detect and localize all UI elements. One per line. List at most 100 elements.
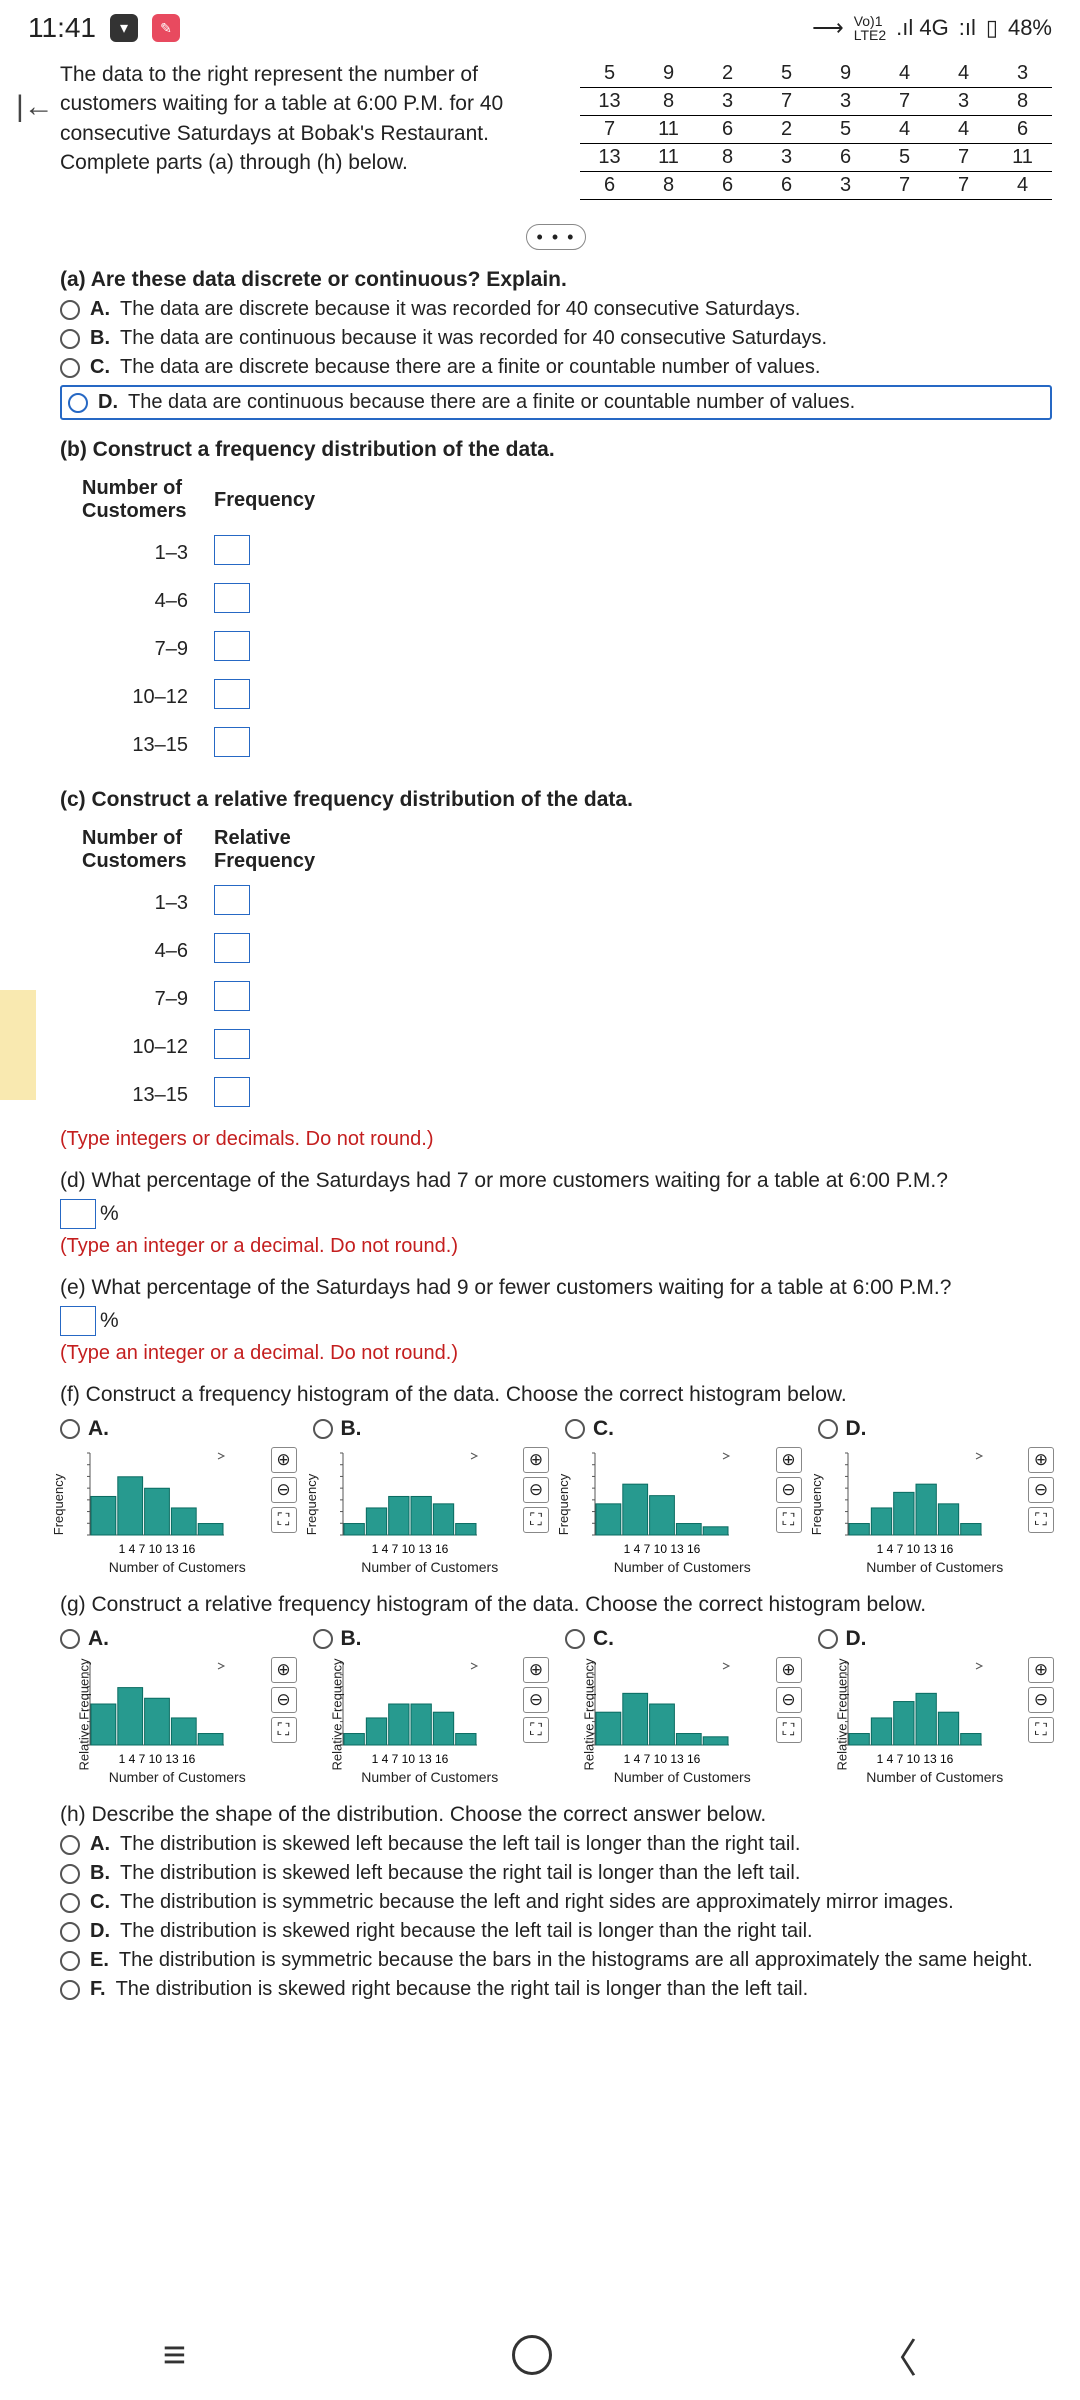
chart-option-A[interactable]: A.Frequency1 4 7 10 13 16Number of Custo… bbox=[60, 1417, 295, 1575]
app-icon-1: ▾ bbox=[110, 14, 138, 42]
zoom-in-icon[interactable]: ⊕ bbox=[271, 1447, 297, 1473]
zoom-in-icon[interactable]: ⊕ bbox=[1028, 1657, 1054, 1683]
expand-icon[interactable]: ⛶ bbox=[271, 1717, 297, 1743]
expand-icon[interactable]: ⛶ bbox=[776, 1507, 802, 1533]
part-c-title: (c) Construct a relative frequency distr… bbox=[60, 788, 633, 811]
option-h-E[interactable]: E.The distribution is symmetric because … bbox=[60, 1949, 1052, 1972]
zoom-in-icon[interactable]: ⊕ bbox=[1028, 1447, 1054, 1473]
radio-icon bbox=[818, 1629, 838, 1649]
freq-input[interactable] bbox=[214, 1077, 250, 1107]
option-a-C[interactable]: C.The data are discrete because there ar… bbox=[60, 356, 1052, 379]
freq-input[interactable] bbox=[214, 933, 250, 963]
radio-icon bbox=[60, 1922, 80, 1942]
expand-icon[interactable]: ⛶ bbox=[523, 1507, 549, 1533]
part-h-title: (h) Describe the shape of the distributi… bbox=[60, 1803, 766, 1826]
input-e[interactable] bbox=[60, 1306, 96, 1336]
zoom-in-icon[interactable]: ⊕ bbox=[776, 1447, 802, 1473]
option-h-A[interactable]: A.The distribution is skewed left becaus… bbox=[60, 1833, 1052, 1856]
input-d[interactable] bbox=[60, 1199, 96, 1229]
battery-icon: ▯ bbox=[986, 15, 998, 41]
freq-input[interactable] bbox=[214, 583, 250, 613]
expand-icon[interactable]: ⛶ bbox=[523, 1717, 549, 1743]
zoom-out-icon[interactable]: ⊖ bbox=[271, 1687, 297, 1713]
zoom-out-icon[interactable]: ⊖ bbox=[776, 1477, 802, 1503]
part-f-title: (f) Construct a frequency histogram of t… bbox=[60, 1383, 847, 1406]
option-a-D[interactable]: D.The data are continuous because there … bbox=[60, 385, 1052, 420]
freq-table-c: Number ofCustomersRelativeFrequency1–34–… bbox=[80, 820, 341, 1120]
nav-home[interactable] bbox=[512, 2335, 552, 2375]
chart-option-B[interactable]: B.Relative Frequency1 4 7 10 13 16Number… bbox=[313, 1627, 548, 1785]
radio-icon bbox=[60, 1835, 80, 1855]
more-button[interactable]: • • • bbox=[526, 224, 586, 250]
radio-icon bbox=[60, 1419, 80, 1439]
option-h-C[interactable]: C.The distribution is symmetric because … bbox=[60, 1891, 1052, 1914]
svg-text:1 4 7 10 13 16: 1 4 7 10 13 16 bbox=[371, 1542, 448, 1556]
key-icon: ⟶ bbox=[812, 15, 844, 41]
radio-icon bbox=[60, 1864, 80, 1884]
zoom-out-icon[interactable]: ⊖ bbox=[523, 1477, 549, 1503]
nav-recent[interactable]: ≡ bbox=[163, 2333, 186, 2378]
svg-text:1 4 7 10 13 16: 1 4 7 10 13 16 bbox=[624, 1752, 701, 1766]
zoom-out-icon[interactable]: ⊖ bbox=[1028, 1477, 1054, 1503]
option-a-B[interactable]: B.The data are continuous because it was… bbox=[60, 327, 1052, 350]
freq-input[interactable] bbox=[214, 631, 250, 661]
back-button[interactable]: |← bbox=[16, 90, 54, 124]
freq-input[interactable] bbox=[214, 679, 250, 709]
status-bar: 11:41 ▾ ✎ ⟶ Vo)1LTE2 .ıl 4G :ıl ▯ 48% bbox=[0, 0, 1080, 52]
freq-input[interactable] bbox=[214, 1029, 250, 1059]
part-a-title: (a) Are these data discrete or continuou… bbox=[60, 268, 567, 291]
freq-input[interactable] bbox=[214, 727, 250, 757]
option-h-D[interactable]: D.The distribution is skewed right becau… bbox=[60, 1920, 1052, 1943]
nav-back[interactable]: 〈 bbox=[877, 2326, 917, 2384]
signal2-icon: :ıl bbox=[959, 15, 976, 41]
data-table: 5925944313837373871162544613118365711686… bbox=[580, 60, 1052, 200]
part-g-title: (g) Construct a relative frequency histo… bbox=[60, 1593, 926, 1616]
option-h-B[interactable]: B.The distribution is skewed left becaus… bbox=[60, 1862, 1052, 1885]
zoom-in-icon[interactable]: ⊕ bbox=[523, 1657, 549, 1683]
radio-icon bbox=[60, 1893, 80, 1913]
freq-table-b: Number ofCustomersFrequency1–34–67–910–1… bbox=[80, 470, 341, 770]
expand-icon[interactable]: ⛶ bbox=[776, 1717, 802, 1743]
zoom-out-icon[interactable]: ⊖ bbox=[523, 1687, 549, 1713]
zoom-in-icon[interactable]: ⊕ bbox=[271, 1657, 297, 1683]
radio-icon bbox=[565, 1629, 585, 1649]
zoom-in-icon[interactable]: ⊕ bbox=[776, 1657, 802, 1683]
chart-option-D[interactable]: D.Frequency1 4 7 10 13 16Number of Custo… bbox=[818, 1417, 1053, 1575]
chart-option-B[interactable]: B.Frequency1 4 7 10 13 16Number of Custo… bbox=[313, 1417, 548, 1575]
zoom-out-icon[interactable]: ⊖ bbox=[776, 1687, 802, 1713]
freq-input[interactable] bbox=[214, 535, 250, 565]
zoom-out-icon[interactable]: ⊖ bbox=[1028, 1687, 1054, 1713]
radio-icon bbox=[60, 1629, 80, 1649]
highlight-strip bbox=[0, 990, 36, 1100]
radio-icon bbox=[60, 1980, 80, 2000]
freq-input[interactable] bbox=[214, 885, 250, 915]
svg-text:1 4 7 10 13 16: 1 4 7 10 13 16 bbox=[119, 1542, 196, 1556]
radio-icon bbox=[68, 393, 88, 413]
expand-icon[interactable]: ⛶ bbox=[1028, 1717, 1054, 1743]
freq-input[interactable] bbox=[214, 981, 250, 1011]
zoom-in-icon[interactable]: ⊕ bbox=[523, 1447, 549, 1473]
battery-pct: 48% bbox=[1008, 15, 1052, 41]
status-time: 11:41 bbox=[28, 12, 96, 44]
expand-icon[interactable]: ⛶ bbox=[271, 1507, 297, 1533]
note-e: (Type an integer or a decimal. Do not ro… bbox=[60, 1342, 1052, 1365]
radio-icon bbox=[313, 1629, 333, 1649]
app-icon-2: ✎ bbox=[152, 14, 180, 42]
chart-option-D[interactable]: D.Relative Frequency1 4 7 10 13 16Number… bbox=[818, 1627, 1053, 1785]
chart-option-A[interactable]: A.Relative Frequency1 4 7 10 13 16Number… bbox=[60, 1627, 295, 1785]
nav-bar: ≡ 〈 bbox=[0, 2310, 1080, 2400]
chart-option-C[interactable]: C.Frequency1 4 7 10 13 16Number of Custo… bbox=[565, 1417, 800, 1575]
svg-text:1 4 7 10 13 16: 1 4 7 10 13 16 bbox=[119, 1752, 196, 1766]
zoom-out-icon[interactable]: ⊖ bbox=[271, 1477, 297, 1503]
radio-icon bbox=[60, 329, 80, 349]
radio-icon bbox=[565, 1419, 585, 1439]
chart-option-C[interactable]: C.Relative Frequency1 4 7 10 13 16Number… bbox=[565, 1627, 800, 1785]
option-h-F[interactable]: F.The distribution is skewed right becau… bbox=[60, 1978, 1052, 2001]
signal-icon: .ıl 4G bbox=[896, 15, 949, 41]
option-a-A[interactable]: A.The data are discrete because it was r… bbox=[60, 298, 1052, 321]
note-c: (Type integers or decimals. Do not round… bbox=[60, 1128, 1052, 1151]
svg-text:1 4 7 10 13 16: 1 4 7 10 13 16 bbox=[624, 1542, 701, 1556]
problem-statement: The data to the right represent the numb… bbox=[60, 60, 540, 200]
volte-icon: Vo)1LTE2 bbox=[854, 14, 886, 42]
expand-icon[interactable]: ⛶ bbox=[1028, 1507, 1054, 1533]
